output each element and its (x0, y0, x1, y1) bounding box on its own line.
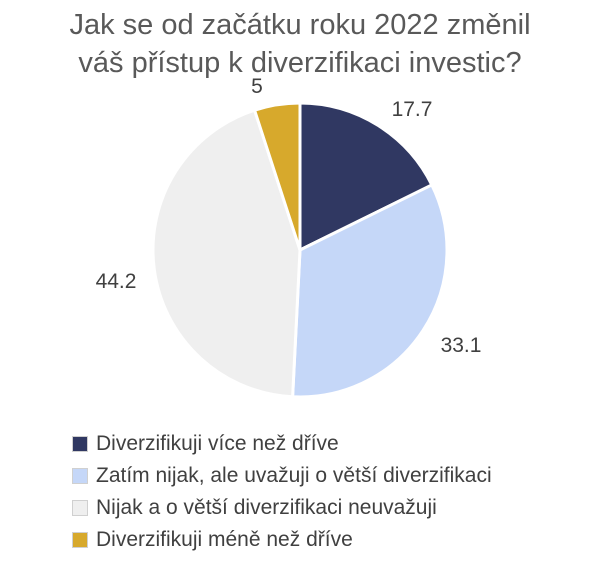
legend-item-3: Nijak a o větší diverzifikaci neuvažuji (72, 492, 492, 524)
legend-swatch-4 (72, 532, 88, 548)
legend-label-1: Diverzifikuji více než dříve (96, 432, 339, 455)
legend-swatch-2 (72, 468, 88, 484)
legend-item-2: Zatím nijak, ale uvažuji o větší diverzi… (72, 460, 492, 492)
data-label-3: 44.2 (96, 270, 137, 293)
legend-label-2: Zatím nijak, ale uvažuji o větší diverzi… (96, 464, 492, 487)
pie-data-labels: 17.7 33.1 44.2 5 (96, 75, 482, 357)
pie-slice-1 (298, 101, 434, 252)
pie-slice-3 (151, 108, 302, 399)
legend-label-3: Nijak a o větší diverzifikaci neuvažuji (96, 496, 437, 519)
legend-label-4: Diverzifikuji méně než dříve (96, 528, 353, 551)
chart-title-line-2: váš přístup k diverzifikaci investic? (78, 47, 522, 79)
data-label-2: 33.1 (441, 334, 482, 357)
chart-title: Jak se od začátku roku 2022 změnil váš p… (0, 6, 600, 82)
data-label-1: 17.7 (392, 98, 433, 121)
legend-item-1: Diverzifikuji více než dříve (72, 428, 492, 460)
legend-swatch-1 (72, 436, 88, 452)
legend-item-4: Diverzifikuji méně než dříve (72, 524, 492, 556)
pie-slice-4 (253, 101, 302, 252)
legend: Diverzifikuji více než dříve Zatím nijak,… (72, 428, 492, 556)
chart-title-line-1: Jak se od začátku roku 2022 změnil (69, 9, 531, 41)
pie-slice-2 (291, 183, 449, 399)
pie-slices (151, 101, 449, 399)
data-label-4: 5 (251, 75, 263, 98)
legend-swatch-3 (72, 500, 88, 516)
